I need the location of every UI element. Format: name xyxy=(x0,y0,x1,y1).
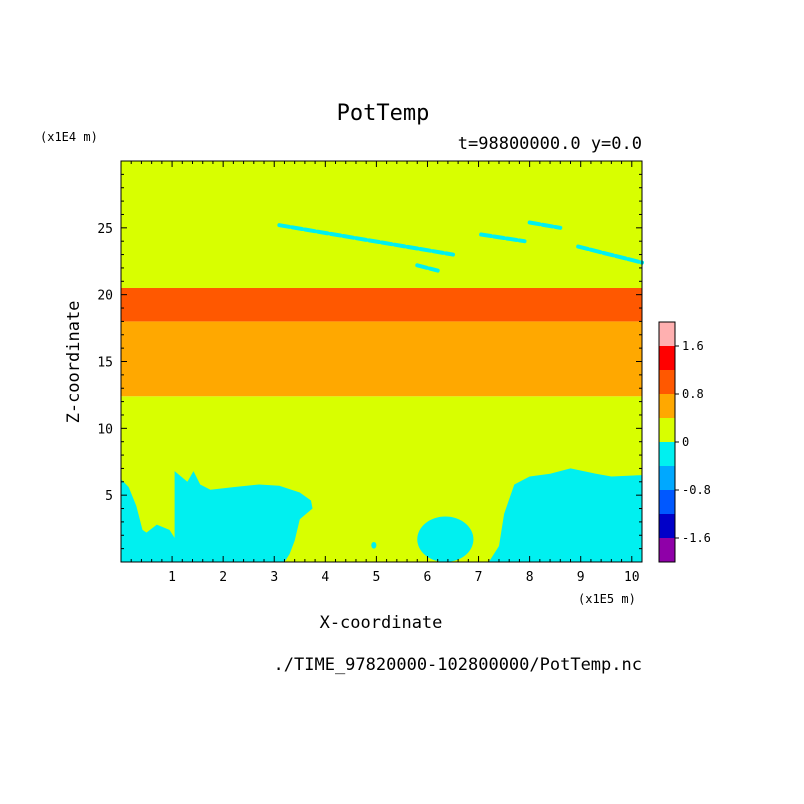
colorbar-label: 0.8 xyxy=(682,387,704,401)
x-unit-label: (x1E5 m) xyxy=(578,592,636,606)
negative-patch-3 xyxy=(279,495,295,509)
chart-subtitle: t=98800000.0 y=0.0 xyxy=(458,134,642,154)
colorbar-swatch xyxy=(659,442,675,466)
colorbar-swatch xyxy=(659,514,675,538)
negative-patch-1 xyxy=(417,516,474,562)
negative-streak-4 xyxy=(576,244,644,265)
x-tick-label: 1 xyxy=(168,570,176,585)
y-tick-label: 20 xyxy=(97,289,113,304)
colorbar: 1.6 0.8 0 -0.8 -1.6 xyxy=(658,321,711,563)
negative-streak-3 xyxy=(527,220,563,230)
colorbar-label: 1.6 xyxy=(682,339,704,353)
source-file-label: ./TIME_97820000-102800000/PotTemp.nc xyxy=(274,655,642,675)
x-tick-label: 7 xyxy=(475,570,483,585)
contour-band-4 xyxy=(121,161,642,288)
colorbar-swatch xyxy=(659,466,675,490)
colorbar-swatch xyxy=(659,346,675,370)
y-unit-label: (x1E4 m) xyxy=(40,130,98,144)
y-tick-label: 10 xyxy=(97,422,113,437)
x-tick-label: 9 xyxy=(577,570,585,585)
negative-streak-5 xyxy=(415,263,440,273)
colorbar-label: -1.6 xyxy=(682,531,711,545)
x-axis-title: X-coordinate xyxy=(320,613,443,633)
colorbar-label: -0.8 xyxy=(682,483,711,497)
y-axis-title: Z-coordinate xyxy=(64,301,84,424)
x-tick-label: 6 xyxy=(424,570,432,585)
x-tick-label: 8 xyxy=(526,570,534,585)
plot-axes: 1 2 3 4 5 6 7 8 9 10 5 10 15 20 25 xyxy=(97,160,643,585)
colorbar-swatch xyxy=(659,322,675,346)
y-tick-label: 15 xyxy=(97,356,113,371)
y-tick-label: 5 xyxy=(105,489,113,504)
negative-patch-2 xyxy=(371,541,377,549)
contour-band-3 xyxy=(121,287,642,322)
x-tick-label: 3 xyxy=(270,570,278,585)
colorbar-swatch xyxy=(659,538,675,562)
negative-streak-2 xyxy=(479,232,527,244)
colorbar-swatch xyxy=(659,490,675,514)
colorbar-swatch xyxy=(659,370,675,394)
colorbar-swatch xyxy=(659,394,675,418)
negative-region-left xyxy=(121,471,313,562)
y-tick-label: 25 xyxy=(97,222,113,237)
negative-region-right xyxy=(488,468,642,562)
chart-title: PotTemp xyxy=(337,101,430,126)
x-tick-label: 5 xyxy=(372,570,380,585)
x-tick-label: 4 xyxy=(321,570,329,585)
x-tick-label: 10 xyxy=(624,570,640,585)
colorbar-swatch xyxy=(659,418,675,442)
contour-plot xyxy=(121,161,644,562)
colorbar-label: 0 xyxy=(682,435,689,449)
contour-band-2 xyxy=(121,321,642,397)
negative-streak-1 xyxy=(277,223,456,257)
x-tick-label: 2 xyxy=(219,570,227,585)
